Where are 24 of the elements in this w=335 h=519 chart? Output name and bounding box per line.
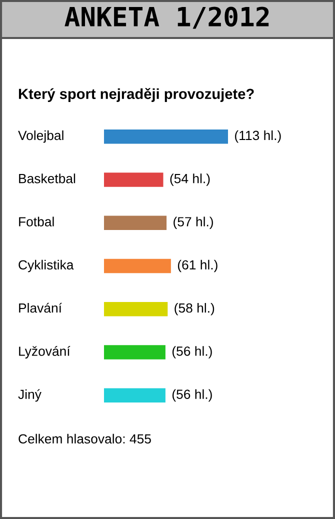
text: Celkem hlasovalo: 455 <box>18 434 151 444</box>
data-label: (57 hl.) <box>174 216 213 229</box>
data-label: (113 hl.) <box>235 130 281 143</box>
bar <box>104 302 168 316</box>
y-tick-label: Volejbal <box>18 130 64 143</box>
data-label: (56 hl.) <box>172 346 212 358</box>
y-tick-label: Plavání <box>19 302 62 313</box>
data-label: (54 hl.) <box>170 174 210 186</box>
chart-title: ANKETA 1/2012 <box>64 6 269 29</box>
bar <box>104 258 171 274</box>
y-tick-label: Fotbal <box>19 216 54 226</box>
bar <box>104 388 166 403</box>
y-tick-label: Lyžování <box>19 346 70 359</box>
y-tick-label: Cyklistika <box>18 260 74 272</box>
y-tick-label: Jiný <box>18 389 42 402</box>
data-label: (56 hl.) <box>172 389 212 402</box>
bar <box>104 345 166 360</box>
y-tick-label: Basketbal <box>19 174 76 184</box>
data-label: (61 hl.) <box>178 260 218 272</box>
bar <box>104 172 164 187</box>
bar <box>104 216 167 230</box>
bar <box>104 129 228 144</box>
chart-subtitle: Který sport nejraději provozujete? <box>18 88 254 102</box>
data-label: (58 hl.) <box>174 302 214 316</box>
